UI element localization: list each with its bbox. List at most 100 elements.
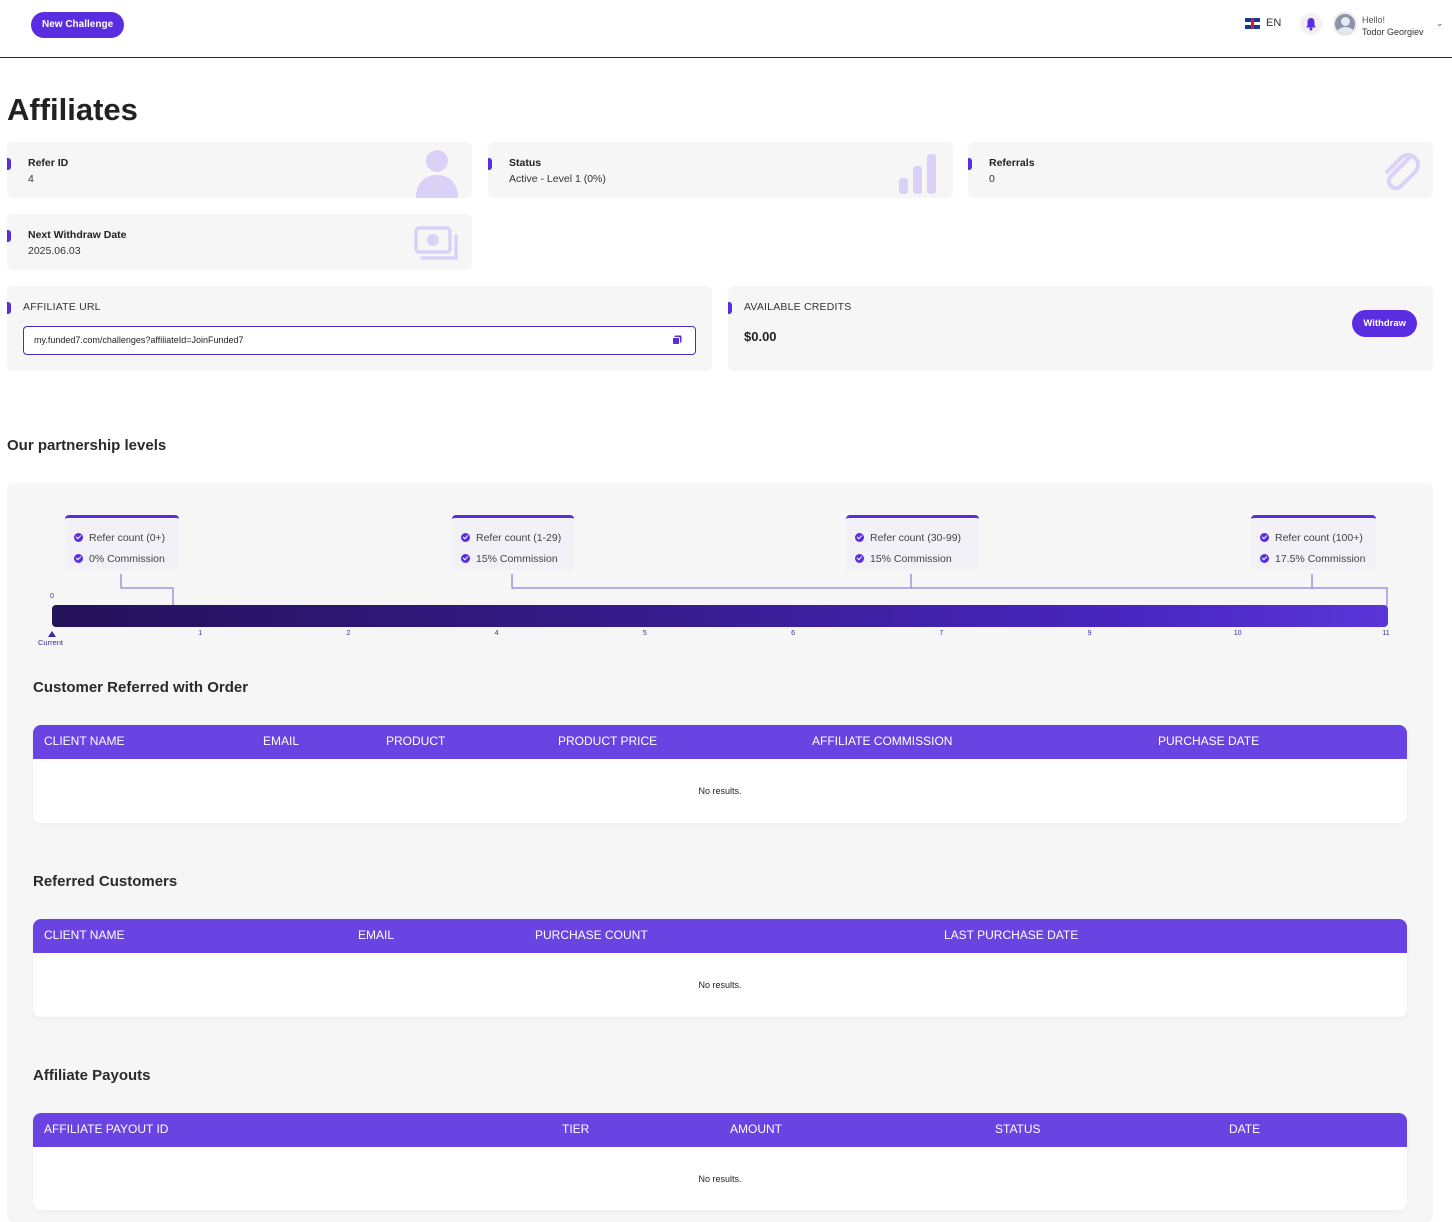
user-icon [416, 150, 458, 198]
card-accent [7, 158, 11, 170]
money-icon [414, 226, 458, 260]
column-header[interactable]: PRODUCT [386, 734, 446, 748]
uk-flag-icon [1245, 17, 1260, 29]
available-credits-label: AVAILABLE CREDITS [744, 301, 852, 313]
card-accent [7, 302, 11, 314]
user-greeting[interactable]: Hello! Todor Georgiev [1362, 14, 1424, 38]
paperclip-icon [1385, 153, 1420, 191]
column-header[interactable]: TIER [562, 1122, 590, 1136]
column-header[interactable]: AFFILIATE PAYOUT ID [44, 1122, 169, 1136]
greeting-text: Hello! [1362, 15, 1386, 25]
column-header[interactable]: EMAIL [263, 734, 300, 748]
next-withdraw-label: Next Withdraw Date [28, 229, 127, 241]
referrals-label: Referrals [989, 157, 1035, 169]
column-header[interactable]: STATUS [995, 1122, 1041, 1136]
progress-tick-label: 4 [494, 630, 499, 637]
new-challenge-button[interactable]: New Challenge [31, 12, 125, 38]
partnership-progress-bar [52, 605, 1388, 627]
progress-tick-label: 10 [1233, 630, 1242, 637]
refer-id-value: 4 [28, 173, 34, 185]
check-circle-icon [74, 554, 83, 563]
column-header[interactable]: EMAIL [358, 928, 395, 942]
column-header[interactable]: AFFILIATE COMMISSION [812, 734, 953, 748]
notifications-button[interactable] [1300, 13, 1322, 35]
card-accent [968, 158, 972, 170]
orders-table-title: Customer Referred with Order [33, 679, 249, 696]
level-card: Refer count (1-29) 15% Commission [452, 515, 574, 570]
progress-start-label: 0 [50, 593, 54, 600]
refer-id-label: Refer ID [28, 157, 69, 169]
referrals-card: Referrals 0 [968, 142, 1433, 198]
refer-id-card: Refer ID 4 [7, 142, 472, 198]
column-header[interactable]: DATE [1229, 1122, 1261, 1136]
current-label: Current [38, 638, 64, 647]
table-header: CLIENT NAME EMAIL PRODUCT PRODUCT PRICE … [33, 725, 1407, 759]
orders-table: CLIENT NAME EMAIL PRODUCT PRODUCT PRICE … [33, 725, 1407, 823]
check-circle-icon [461, 554, 470, 563]
level-card: Refer count (100+) 17.5% Commission [1251, 515, 1376, 570]
level-connectors [120, 574, 1388, 606]
avatar[interactable] [1333, 12, 1357, 36]
empty-state: No results. [698, 980, 742, 990]
chevron-down-icon[interactable]: ⌄ [1436, 18, 1444, 28]
check-circle-icon [1260, 533, 1269, 542]
affiliate-url-field[interactable]: my.funded7.com/challenges?affiliateId=Jo… [23, 326, 696, 355]
card-accent [728, 302, 732, 314]
column-header[interactable]: LAST PURCHASE DATE [944, 928, 1079, 942]
progress-tick-label: 11 [1382, 630, 1390, 637]
customers-table-title: Referred Customers [33, 873, 178, 890]
affiliate-url-card: AFFILIATE URL my.funded7.com/challenges?… [7, 286, 712, 371]
table-header: AFFILIATE PAYOUT ID TIER AMOUNT STATUS D… [33, 1113, 1407, 1147]
column-header[interactable]: CLIENT NAME [44, 734, 125, 748]
referrals-value: 0 [989, 173, 995, 185]
available-credits-card: AVAILABLE CREDITS $0.00 Withdraw [728, 286, 1433, 371]
progress-tick-label: 9 [1087, 630, 1092, 637]
level-card: Refer count (30-99) 15% Commission [846, 515, 979, 570]
empty-state: No results. [698, 1174, 742, 1184]
progress-tick-label: 5 [642, 630, 647, 637]
check-circle-icon [461, 533, 470, 542]
check-circle-icon [855, 533, 864, 542]
bar-chart-icon [899, 154, 936, 194]
affiliate-url-value: my.funded7.com/challenges?affiliateId=Jo… [34, 335, 244, 345]
check-circle-icon [1260, 554, 1269, 563]
column-header[interactable]: PRODUCT PRICE [558, 734, 658, 748]
level-commission: 17.5% Commission [1275, 552, 1366, 565]
progress-tick-label: 1 [198, 630, 203, 637]
level-refer-count: Refer count (100+) [1275, 531, 1363, 544]
payouts-table: AFFILIATE PAYOUT ID TIER AMOUNT STATUS D… [33, 1113, 1407, 1210]
level-commission: 15% Commission [476, 552, 558, 565]
status-label: Status [509, 157, 542, 169]
level-card: Refer count (0+) 0% Commission [65, 515, 179, 570]
level-commission: 15% Commission [870, 552, 952, 565]
column-header[interactable]: AMOUNT [730, 1122, 782, 1136]
check-circle-icon [74, 533, 83, 542]
progress-tick-label: 7 [939, 630, 944, 637]
progress-tick-label: 6 [791, 630, 796, 637]
page-title: Affiliates [7, 92, 138, 127]
customers-table: CLIENT NAME EMAIL PURCHASE COUNT LAST PU… [33, 919, 1407, 1017]
copy-icon[interactable] [672, 335, 682, 345]
payouts-table-title: Affiliate Payouts [33, 1067, 151, 1084]
column-header[interactable]: PURCHASE DATE [1158, 734, 1260, 748]
level-refer-count: Refer count (1-29) [476, 531, 562, 544]
progress-tick-label: 2 [346, 630, 351, 637]
bell-icon [1306, 18, 1316, 31]
status-value: Active - Level 1 (0%) [509, 173, 606, 185]
column-header[interactable]: PURCHASE COUNT [535, 928, 648, 942]
card-accent [7, 230, 11, 242]
top-bar: New Challenge EN Hello! Todor Georgiev ⌄ [0, 0, 1452, 58]
language-selector[interactable]: EN [1245, 17, 1281, 29]
affiliate-url-label: AFFILIATE URL [23, 301, 101, 313]
status-card: Status Active - Level 1 (0%) [488, 142, 953, 198]
column-header[interactable]: CLIENT NAME [44, 928, 125, 942]
level-commission: 0% Commission [89, 552, 165, 565]
withdraw-button[interactable]: Withdraw [1352, 310, 1417, 337]
available-credits-value: $0.00 [744, 329, 777, 344]
user-name: Todor Georgiev [1362, 27, 1424, 37]
level-refer-count: Refer count (0+) [89, 531, 166, 544]
partnership-title: Our partnership levels [7, 437, 167, 454]
language-code: EN [1266, 17, 1282, 29]
next-withdraw-card: Next Withdraw Date 2025.06.03 [7, 214, 472, 270]
table-header: CLIENT NAME EMAIL PURCHASE COUNT LAST PU… [33, 919, 1407, 953]
